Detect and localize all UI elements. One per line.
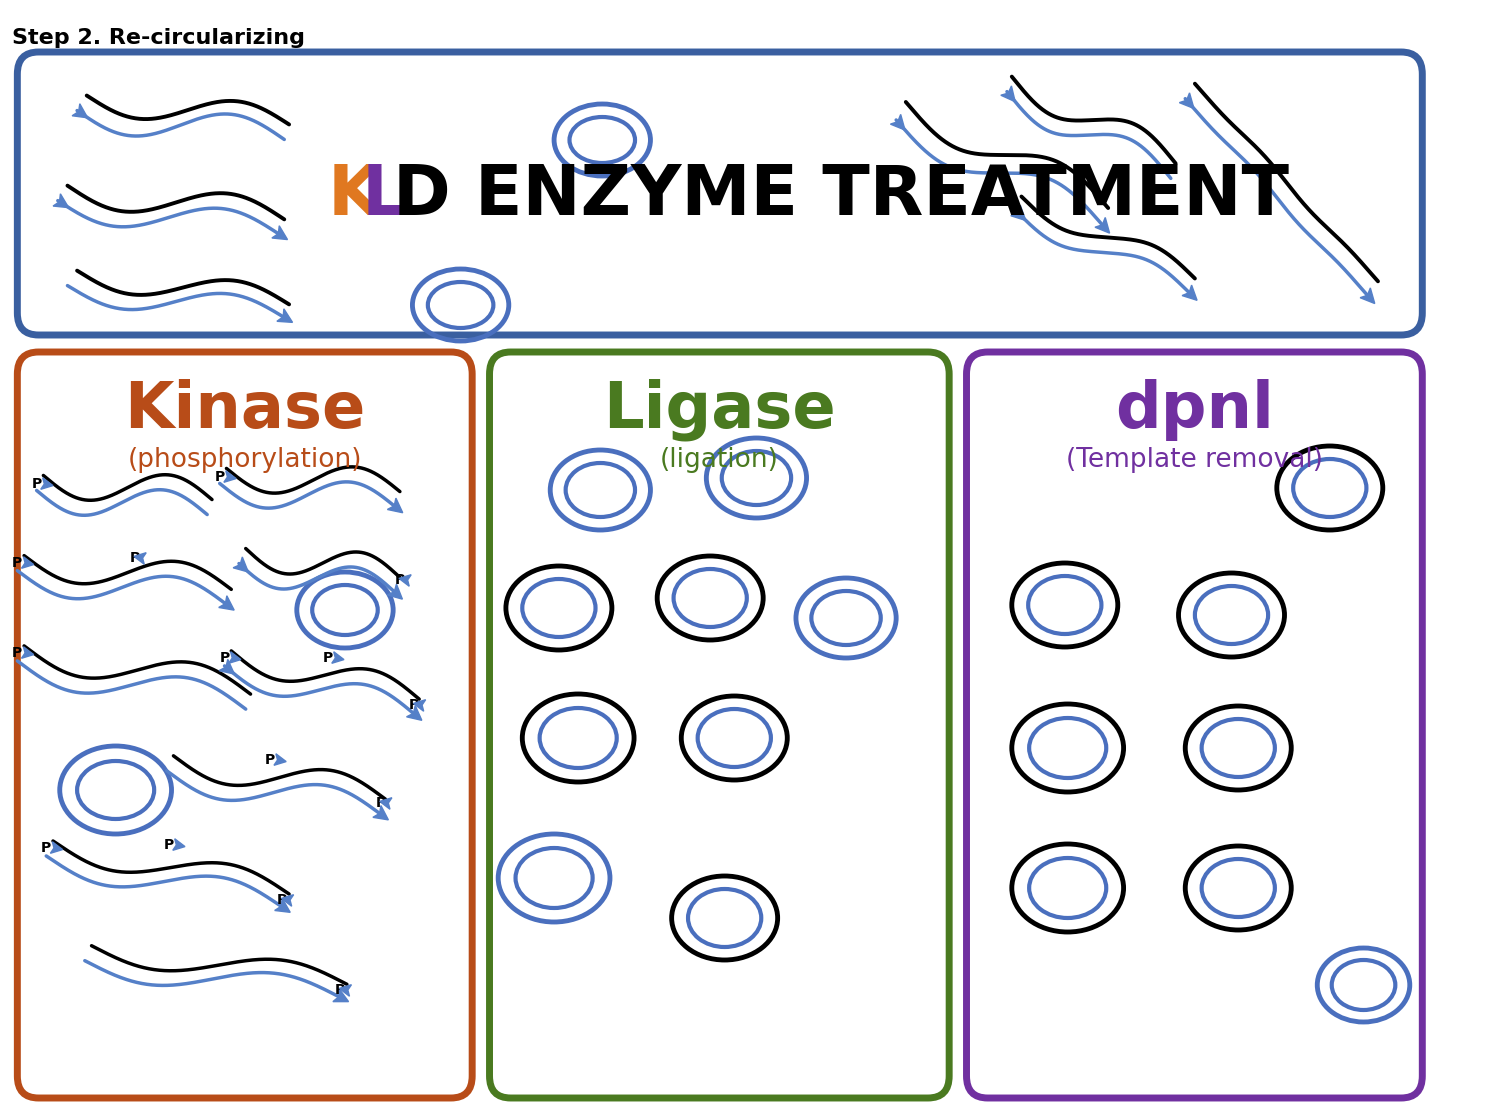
Text: P: P — [323, 651, 333, 665]
FancyBboxPatch shape — [967, 352, 1422, 1098]
Text: L: L — [362, 162, 405, 228]
Polygon shape — [224, 471, 236, 482]
Polygon shape — [233, 557, 248, 571]
Text: P: P — [12, 556, 22, 570]
Polygon shape — [220, 659, 235, 674]
Text: P: P — [278, 893, 287, 907]
FancyBboxPatch shape — [18, 352, 472, 1098]
Polygon shape — [374, 805, 388, 820]
Text: dpnl: dpnl — [1115, 379, 1274, 441]
FancyBboxPatch shape — [490, 352, 949, 1098]
Polygon shape — [134, 553, 146, 564]
Polygon shape — [21, 557, 34, 568]
Polygon shape — [339, 985, 351, 996]
Polygon shape — [173, 839, 185, 850]
Polygon shape — [406, 705, 421, 721]
Text: Ligase: Ligase — [604, 379, 835, 441]
Polygon shape — [399, 575, 411, 586]
Text: (Template removal): (Template removal) — [1065, 447, 1322, 473]
Polygon shape — [54, 194, 69, 207]
Polygon shape — [387, 498, 403, 512]
Text: K: K — [327, 162, 381, 228]
Polygon shape — [379, 798, 391, 809]
Polygon shape — [1179, 92, 1194, 108]
Polygon shape — [414, 700, 426, 711]
Polygon shape — [890, 115, 905, 130]
Polygon shape — [275, 898, 290, 912]
Text: (ligation): (ligation) — [660, 447, 778, 473]
Text: D ENZYME TREATMENT: D ENZYME TREATMENT — [393, 162, 1289, 228]
Polygon shape — [276, 309, 293, 322]
Polygon shape — [387, 584, 402, 599]
Polygon shape — [273, 754, 287, 765]
Polygon shape — [51, 842, 63, 853]
Text: Kinase: Kinase — [124, 379, 366, 441]
Text: P: P — [42, 841, 51, 856]
Polygon shape — [1001, 86, 1014, 101]
Text: P: P — [335, 983, 345, 997]
Text: (phosphorylation): (phosphorylation) — [127, 447, 362, 473]
Polygon shape — [229, 652, 241, 663]
Polygon shape — [1011, 205, 1026, 221]
Polygon shape — [21, 647, 34, 658]
FancyBboxPatch shape — [18, 52, 1422, 335]
Text: P: P — [31, 477, 42, 491]
Polygon shape — [281, 895, 294, 906]
Text: P: P — [220, 651, 230, 665]
Polygon shape — [218, 596, 235, 610]
Polygon shape — [1182, 285, 1197, 301]
Polygon shape — [1095, 217, 1110, 233]
Polygon shape — [272, 226, 287, 240]
Text: P: P — [394, 573, 405, 587]
Text: P: P — [264, 753, 275, 768]
Polygon shape — [1360, 287, 1374, 303]
Text: P: P — [375, 797, 385, 810]
Polygon shape — [332, 652, 344, 663]
Text: P: P — [163, 838, 173, 852]
Text: Step 2. Re-circularizing: Step 2. Re-circularizing — [12, 28, 305, 48]
Text: P: P — [409, 698, 420, 712]
Text: P: P — [12, 646, 22, 659]
Polygon shape — [72, 104, 88, 118]
Text: P: P — [215, 470, 224, 483]
Polygon shape — [333, 989, 348, 1001]
Text: P: P — [130, 551, 140, 565]
Polygon shape — [40, 478, 52, 489]
